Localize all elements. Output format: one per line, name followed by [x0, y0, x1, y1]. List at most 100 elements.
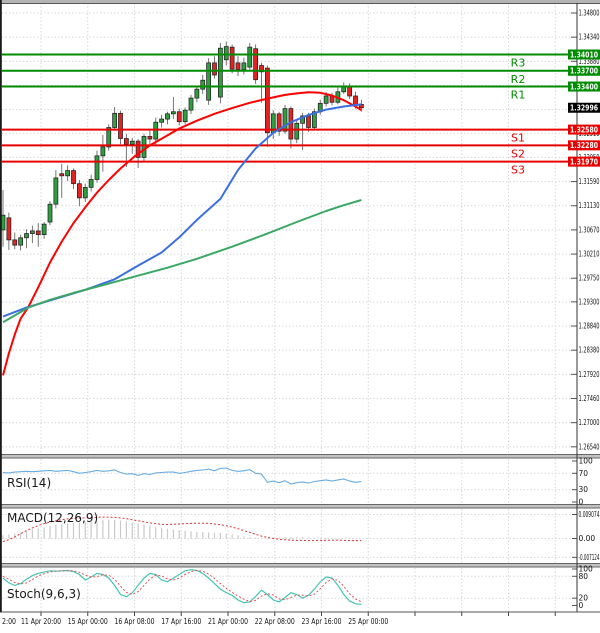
top-border-bar [0, 0, 600, 4]
price-axis-label: 1.26540 [579, 442, 600, 451]
support-badge-s2: 1.32280 [570, 141, 598, 150]
rsi-axis-label: 100 [579, 457, 594, 466]
support-badge-s2-bg [568, 140, 600, 151]
bull-candle [153, 121, 159, 140]
bull-candle [188, 97, 194, 111]
bear-candle [118, 112, 123, 139]
panel-separator [0, 563, 600, 568]
price-axis-label: 1.30670 [579, 225, 600, 234]
support-badge-s3-bg [568, 156, 600, 167]
bull-candle [241, 62, 247, 71]
price-axis-label: 1.34800 [579, 9, 600, 18]
price-axis-label: 1.29750 [579, 274, 600, 283]
price-axis-label: 1.30210 [579, 250, 600, 259]
bull-candle [218, 47, 223, 98]
bear-candle [124, 138, 129, 145]
bull-candle [100, 146, 106, 157]
resistance-badge-r3-bg [568, 49, 600, 60]
resistance-badge-r1-bg [568, 81, 600, 92]
price-axis-label: 1.33880 [579, 57, 600, 66]
bull-candle [65, 170, 70, 177]
macd-axis-label: -0.007124 [579, 553, 600, 562]
bull-candle [206, 62, 211, 101]
resistance-badge-r2: 1.33700 [570, 67, 598, 76]
macd-indicator-label: MACD(12,26,9) [7, 511, 99, 525]
bull-candle [129, 140, 135, 145]
bull-candle [53, 177, 59, 205]
bull-candle [200, 79, 206, 90]
bull-candle [88, 179, 94, 188]
bull-candle [182, 109, 188, 123]
bear-candle [212, 62, 217, 76]
bear-candle [71, 170, 76, 185]
price-axis-label: 1.28380 [579, 346, 600, 355]
stoch-axis-label: 100 [579, 565, 594, 574]
stoch-axis-label: 80 [579, 572, 589, 581]
bull-candle [106, 127, 112, 148]
plot-left-border [0, 0, 2, 612]
price-axis-label: 1.27920 [579, 370, 600, 379]
bear-candle [347, 86, 352, 97]
macd-signal-line [2, 516, 362, 543]
rsi-indicator-label: RSI(14) [7, 476, 52, 490]
resistance-label-r2: R2 [511, 73, 526, 86]
price-axis-label: 1.27460 [579, 394, 600, 403]
bull-candle [165, 113, 170, 120]
bull-candle [82, 186, 88, 199]
bull-candle [41, 223, 47, 236]
bull-candle [159, 118, 164, 123]
bull-candle [18, 237, 23, 246]
ma-slow-line [2, 199, 362, 324]
time-axis-label: 22 Apr 08:00 [255, 617, 295, 626]
time-axis-label: 17 Apr 16:00 [161, 617, 201, 626]
current-price-badge: 1.32996 [570, 104, 598, 113]
rsi-axis-label: 70 [579, 469, 589, 478]
time-axis-label: 25 Apr 00:00 [348, 617, 388, 626]
ma-fast-line [2, 91, 362, 376]
price-axis-label: 1.31130 [579, 201, 600, 210]
bear-candle [235, 62, 241, 71]
panel-separator [0, 504, 600, 509]
macd-axis-label: 0.00 [579, 534, 596, 543]
macd-axis-label: 0.009074 [579, 510, 600, 519]
resistance-label-r1: R1 [511, 89, 526, 102]
bull-candle [282, 108, 288, 132]
ma-medium-line [2, 103, 362, 318]
support-badge-s1: 1.32580 [570, 125, 598, 134]
stoch-axis-label: 20 [579, 594, 589, 603]
rsi-axis-label: 30 [579, 485, 589, 494]
bull-candle [194, 88, 200, 99]
bull-candle [171, 111, 176, 115]
support-label-s3: S3 [511, 164, 525, 177]
stoch-indicator-label: Stoch(9,6,3) [7, 587, 81, 601]
bull-candle [30, 230, 35, 234]
bear-candle [135, 140, 141, 158]
bull-candle [112, 112, 117, 128]
bull-candle [294, 122, 300, 140]
bull-candle [24, 233, 29, 239]
time-axis-label: 15 Apr 00:00 [68, 617, 108, 626]
support-label-s2: S2 [511, 147, 525, 160]
bear-candle [229, 46, 235, 70]
panel-separator [0, 454, 600, 459]
bear-candle [12, 239, 18, 246]
stoch-d-line [2, 569, 362, 603]
bull-candle [312, 111, 317, 128]
support-label-s1: S1 [511, 132, 525, 145]
bull-candle [300, 115, 305, 124]
bear-candle [306, 115, 311, 128]
time-axis-label: 2:00 [2, 617, 16, 626]
bull-candle [323, 95, 329, 104]
bear-candle [353, 95, 358, 105]
price-axis-label: 1.27000 [579, 418, 600, 427]
price-axis-label: 1.29300 [579, 297, 600, 306]
bear-candle [147, 136, 153, 140]
resistance-badge-r1: 1.33400 [570, 82, 598, 91]
bear-candle [35, 230, 41, 236]
bull-candle [247, 46, 253, 68]
bear-candle [253, 48, 258, 81]
bear-candle [265, 67, 270, 134]
resistance-label-r3: R3 [511, 56, 526, 69]
